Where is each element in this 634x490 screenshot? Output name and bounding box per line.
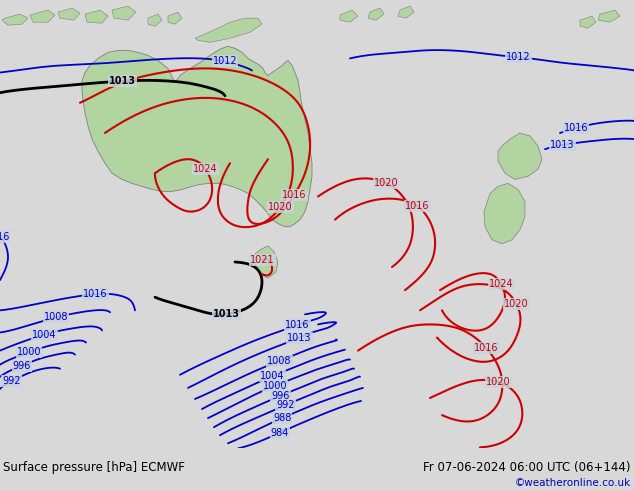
Text: 1012: 1012 xyxy=(507,52,531,62)
Text: 1021: 1021 xyxy=(250,255,275,265)
Text: 1000: 1000 xyxy=(263,381,287,391)
Text: 1008: 1008 xyxy=(44,312,68,322)
Text: Surface pressure [hPa] ECMWF: Surface pressure [hPa] ECMWF xyxy=(3,461,185,474)
Text: 1020: 1020 xyxy=(504,299,529,309)
Text: 1016: 1016 xyxy=(405,201,430,211)
Text: 1020: 1020 xyxy=(486,377,511,387)
Text: 1016: 1016 xyxy=(474,343,498,353)
Text: 1000: 1000 xyxy=(16,347,41,357)
Text: 1016: 1016 xyxy=(285,320,309,330)
Text: 1013: 1013 xyxy=(287,333,312,343)
Text: 1004: 1004 xyxy=(32,330,57,340)
Polygon shape xyxy=(195,18,262,42)
Text: 1013: 1013 xyxy=(109,76,136,86)
Polygon shape xyxy=(498,133,542,179)
Polygon shape xyxy=(82,47,312,227)
Polygon shape xyxy=(255,246,278,278)
Polygon shape xyxy=(168,12,182,24)
Text: 1020: 1020 xyxy=(373,178,398,188)
Polygon shape xyxy=(598,10,620,22)
Text: 1024: 1024 xyxy=(193,164,217,174)
Text: 1016: 1016 xyxy=(282,190,306,199)
Text: 996: 996 xyxy=(13,361,31,370)
Text: 1012: 1012 xyxy=(212,56,237,67)
Text: 1013: 1013 xyxy=(550,140,574,150)
Polygon shape xyxy=(112,6,136,20)
Text: 1004: 1004 xyxy=(261,371,285,381)
Text: 984: 984 xyxy=(271,428,289,438)
Text: 996: 996 xyxy=(271,391,290,401)
Text: 1024: 1024 xyxy=(489,279,514,289)
Text: 1008: 1008 xyxy=(268,356,292,366)
Polygon shape xyxy=(340,10,358,22)
Text: 016: 016 xyxy=(0,232,10,242)
Polygon shape xyxy=(2,14,28,25)
Text: 1020: 1020 xyxy=(268,202,293,212)
Polygon shape xyxy=(580,16,596,28)
Text: 992: 992 xyxy=(276,400,295,410)
Polygon shape xyxy=(484,183,525,244)
Polygon shape xyxy=(85,10,108,23)
Text: 1016: 1016 xyxy=(83,289,108,299)
Polygon shape xyxy=(148,14,162,26)
Text: Fr 07-06-2024 06:00 UTC (06+144): Fr 07-06-2024 06:00 UTC (06+144) xyxy=(424,461,631,474)
Polygon shape xyxy=(398,6,414,18)
Polygon shape xyxy=(368,8,384,20)
Text: 1013: 1013 xyxy=(213,309,240,319)
Polygon shape xyxy=(58,8,80,20)
Text: ©weatheronline.co.uk: ©weatheronline.co.uk xyxy=(515,478,631,488)
Text: 988: 988 xyxy=(273,413,291,423)
Text: 1016: 1016 xyxy=(564,123,588,133)
Polygon shape xyxy=(30,10,55,22)
Text: 992: 992 xyxy=(2,376,20,386)
